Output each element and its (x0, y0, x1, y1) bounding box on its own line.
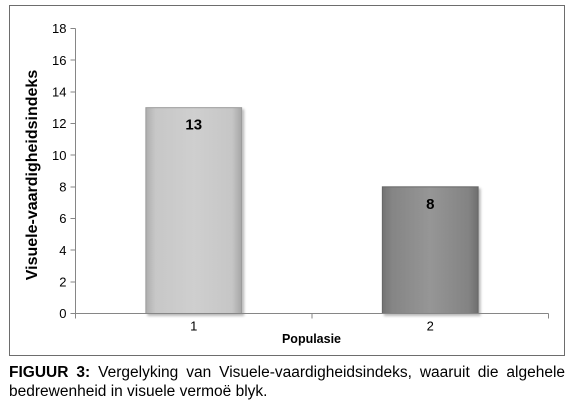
y-tick-label: 8 (59, 179, 66, 194)
chart-frame (9, 5, 565, 356)
x-tick-label-1: 1 (190, 319, 197, 334)
y-tick-label: 0 (59, 306, 66, 321)
y-tick-label: 2 (59, 274, 66, 289)
y-tick-label: 18 (52, 21, 66, 36)
bar-population-2 (381, 186, 479, 314)
y-tick-label: 6 (59, 211, 66, 226)
y-axis-title: Visuele-vaardigheidsindeks (24, 70, 41, 281)
y-tick-label: 4 (59, 243, 66, 258)
data-label-population-1: 13 (185, 117, 202, 134)
caption-label: FIGUUR 3: (9, 364, 91, 381)
figure-caption: FIGUUR 3: Vergelyking van Visuele-vaardi… (9, 363, 565, 401)
bars-group (145, 107, 479, 314)
y-tick-label: 16 (52, 53, 66, 68)
y-tick-label: 10 (52, 148, 66, 163)
y-tick-label: 12 (52, 116, 66, 131)
bar-population-1 (145, 107, 243, 314)
data-label-population-2: 8 (426, 196, 434, 213)
caption-text: Vergelyking van Visuele-vaardigheidsinde… (9, 364, 566, 400)
y-tick-label: 14 (52, 84, 66, 99)
x-axis-title: Populasie (282, 332, 341, 346)
data-labels-group: 13 8 (185, 117, 434, 213)
x-tick-label-2: 2 (427, 319, 434, 334)
